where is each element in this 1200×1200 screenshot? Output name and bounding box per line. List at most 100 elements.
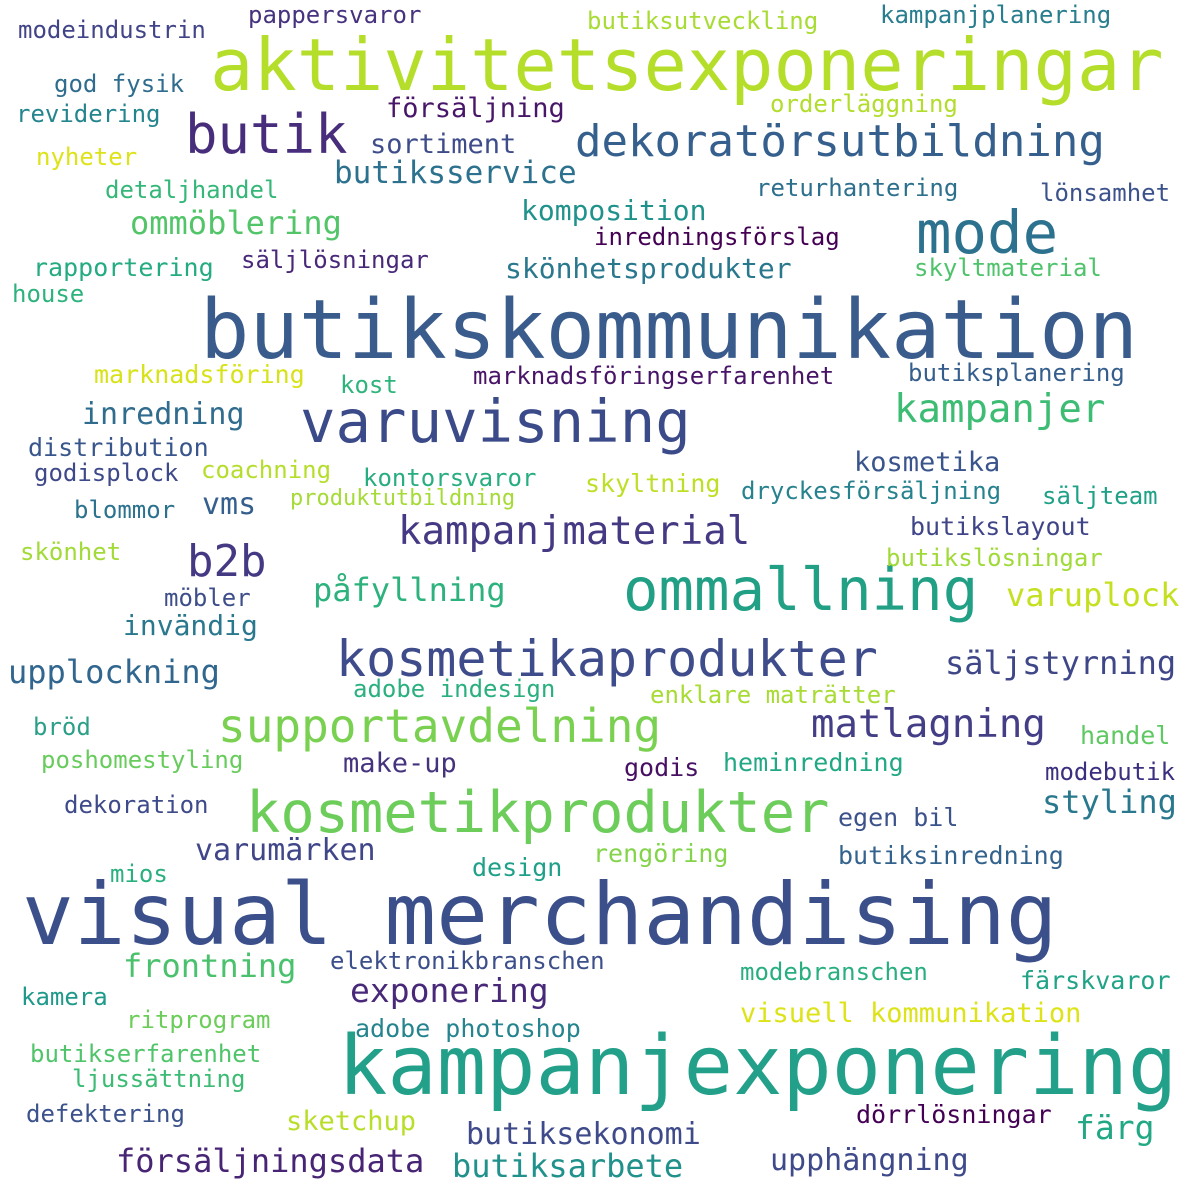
word-brod: bröd bbox=[33, 713, 91, 741]
word-butiksekonomi: butiksekonomi bbox=[466, 1117, 701, 1152]
word-mobler: möbler bbox=[164, 584, 251, 612]
word-supportavdelning: supportavdelning bbox=[218, 699, 662, 753]
word-frontning: frontning bbox=[123, 947, 297, 985]
word-kampanjer: kampanjer bbox=[894, 387, 1106, 432]
word-butikskommunikation: butikskommunikation bbox=[200, 283, 1138, 378]
word-godis: godis bbox=[624, 753, 700, 782]
word-sketchup: sketchup bbox=[286, 1106, 417, 1137]
word-butiksutveckling: butiksutveckling bbox=[587, 7, 819, 35]
word-poshomestyling: poshomestyling bbox=[41, 746, 244, 774]
word-vms: vms bbox=[202, 487, 257, 522]
word-butiksservice: butiksservice bbox=[334, 155, 577, 191]
word-butikslayout: butikslayout bbox=[910, 512, 1091, 541]
word-kosmetika: kosmetika bbox=[854, 447, 1001, 478]
word-revidering: revidering bbox=[16, 100, 161, 128]
word-ommallning: ommallning bbox=[623, 555, 979, 624]
word-dryckesforsaljning: dryckesförsäljning bbox=[741, 477, 1002, 505]
word-farskvaror: färskvaror bbox=[1020, 966, 1171, 995]
word-inredningsforslag: inredningsförslag bbox=[594, 223, 840, 251]
word-varuvisning: varuvisning bbox=[300, 387, 691, 456]
word-saljteam: säljteam bbox=[1042, 482, 1158, 510]
word-modeindustrin: modeindustrin bbox=[18, 16, 206, 44]
word-godisplock: godisplock bbox=[34, 459, 179, 487]
word-handel: handel bbox=[1080, 721, 1171, 750]
word-kosmetikaprodukter: kosmetikaprodukter bbox=[336, 630, 878, 688]
word-skonhet: skönhet bbox=[20, 538, 122, 566]
word-butikserfarenhet: butikserfarenhet bbox=[30, 1040, 262, 1068]
word-modebranschen: modebranschen bbox=[740, 958, 928, 986]
word-kamera: kamera bbox=[21, 983, 108, 1011]
word-kampanjplanering: kampanjplanering bbox=[880, 1, 1112, 29]
word-invandig: invändig bbox=[123, 609, 258, 642]
word-elektronikbranschen: elektronikbranschen bbox=[330, 947, 605, 975]
word-defektering: defektering bbox=[26, 1100, 185, 1128]
word-b2b: b2b bbox=[187, 536, 267, 587]
word-ritprogram: ritprogram bbox=[126, 1006, 271, 1034]
word-skonhetsprodukter: skönhetsprodukter bbox=[505, 252, 792, 285]
word-varuplock: varuplock bbox=[1006, 576, 1180, 614]
word-dekoratorsutbildning: dekoratörsutbildning bbox=[575, 116, 1105, 167]
word-sortiment: sortiment bbox=[370, 129, 517, 160]
word-varumarken: varumärken bbox=[195, 833, 376, 868]
word-design: design bbox=[472, 853, 563, 882]
word-adobe-indesign: adobe indesign bbox=[353, 675, 556, 703]
word-mode: mode bbox=[916, 198, 1059, 267]
word-ljussattning: ljussättning bbox=[72, 1065, 246, 1093]
word-mios: mios bbox=[110, 860, 168, 888]
word-skyltmaterial: skyltmaterial bbox=[914, 254, 1102, 282]
word-ommoblering: ommöblering bbox=[130, 204, 342, 242]
word-visuell-kommunikation: visuell kommunikation bbox=[740, 998, 1082, 1029]
word-dorrlosningar: dörrlösningar bbox=[856, 1100, 1052, 1129]
word-aktivitetsexponeringar: aktivitetsexponeringar bbox=[210, 23, 1164, 107]
word-distribution: distribution bbox=[28, 433, 209, 462]
word-saljstyrning: säljstyrning bbox=[945, 644, 1177, 682]
word-detaljhandel: detaljhandel bbox=[105, 176, 279, 204]
word-blommor: blommor bbox=[74, 496, 176, 524]
word-marknadsforing: marknadsföring bbox=[94, 360, 305, 389]
word-egen-bil: egen bil bbox=[838, 803, 959, 832]
word-make-up: make-up bbox=[343, 748, 457, 779]
word-butik: butik bbox=[185, 103, 348, 166]
word-rapportering: rapportering bbox=[33, 253, 214, 282]
word-house: house bbox=[12, 280, 85, 308]
word-kosmetikprodukter: kosmetikprodukter bbox=[246, 780, 830, 846]
word-visual-merchandising: visual merchandising bbox=[22, 865, 1058, 965]
word-modebutik: modebutik bbox=[1045, 758, 1176, 786]
word-enklare-matratter: enklare maträtter bbox=[650, 681, 896, 709]
word-forsaljning: försäljning bbox=[386, 93, 565, 124]
word-god-fysik: god fysik bbox=[54, 70, 185, 98]
word-forsaljningsdata: försäljningsdata bbox=[116, 1142, 425, 1180]
word-butiksarbete: butiksarbete bbox=[452, 1147, 684, 1185]
word-inredning: inredning bbox=[82, 397, 245, 432]
word-butiksplanering: butiksplanering bbox=[908, 359, 1125, 387]
word-heminredning: heminredning bbox=[723, 748, 904, 777]
word-matlagning: matlagning bbox=[811, 702, 1046, 747]
word-pappersvaror: pappersvaror bbox=[248, 1, 422, 29]
word-upphangning: upphängning bbox=[770, 1143, 969, 1178]
word-adobe-photoshop: adobe photoshop bbox=[355, 1014, 581, 1043]
word-exponering: exponering bbox=[350, 971, 549, 1010]
word-upplockning: upplockning bbox=[8, 653, 220, 691]
word-rengoring: rengöring bbox=[593, 839, 729, 868]
word-orderlaggning: orderläggning bbox=[770, 90, 958, 118]
word-kampanjmaterial: kampanjmaterial bbox=[398, 509, 751, 554]
word-farg: färg bbox=[1075, 1108, 1155, 1147]
word-butiksinredning: butiksinredning bbox=[838, 841, 1064, 870]
word-marknadsforingserfarenhet: marknadsföringserfarenhet bbox=[473, 362, 835, 390]
word-dekoration: dekoration bbox=[64, 791, 209, 819]
word-returhantering: returhantering bbox=[756, 174, 959, 202]
word-kost: kost bbox=[340, 371, 398, 399]
word-saljlosningar: säljlösningar bbox=[241, 246, 429, 274]
word-coachning: coachning bbox=[201, 456, 332, 484]
word-kontorsvaror: kontorsvaror bbox=[363, 464, 537, 492]
word-butikslosningar: butikslösningar bbox=[886, 544, 1103, 572]
word-nyheter: nyheter bbox=[36, 143, 138, 171]
word-skyltning: skyltning bbox=[585, 469, 721, 498]
word-styling: styling bbox=[1042, 783, 1177, 821]
word-lonsamhet: lönsamhet bbox=[1040, 179, 1171, 207]
word-pafyllning: påfyllning bbox=[313, 571, 506, 609]
word-kampanjexponering: kampanjexponering bbox=[338, 1019, 1178, 1114]
word-produktutbildning: produktutbildning bbox=[290, 486, 516, 511]
word-komposition: komposition bbox=[521, 194, 707, 227]
